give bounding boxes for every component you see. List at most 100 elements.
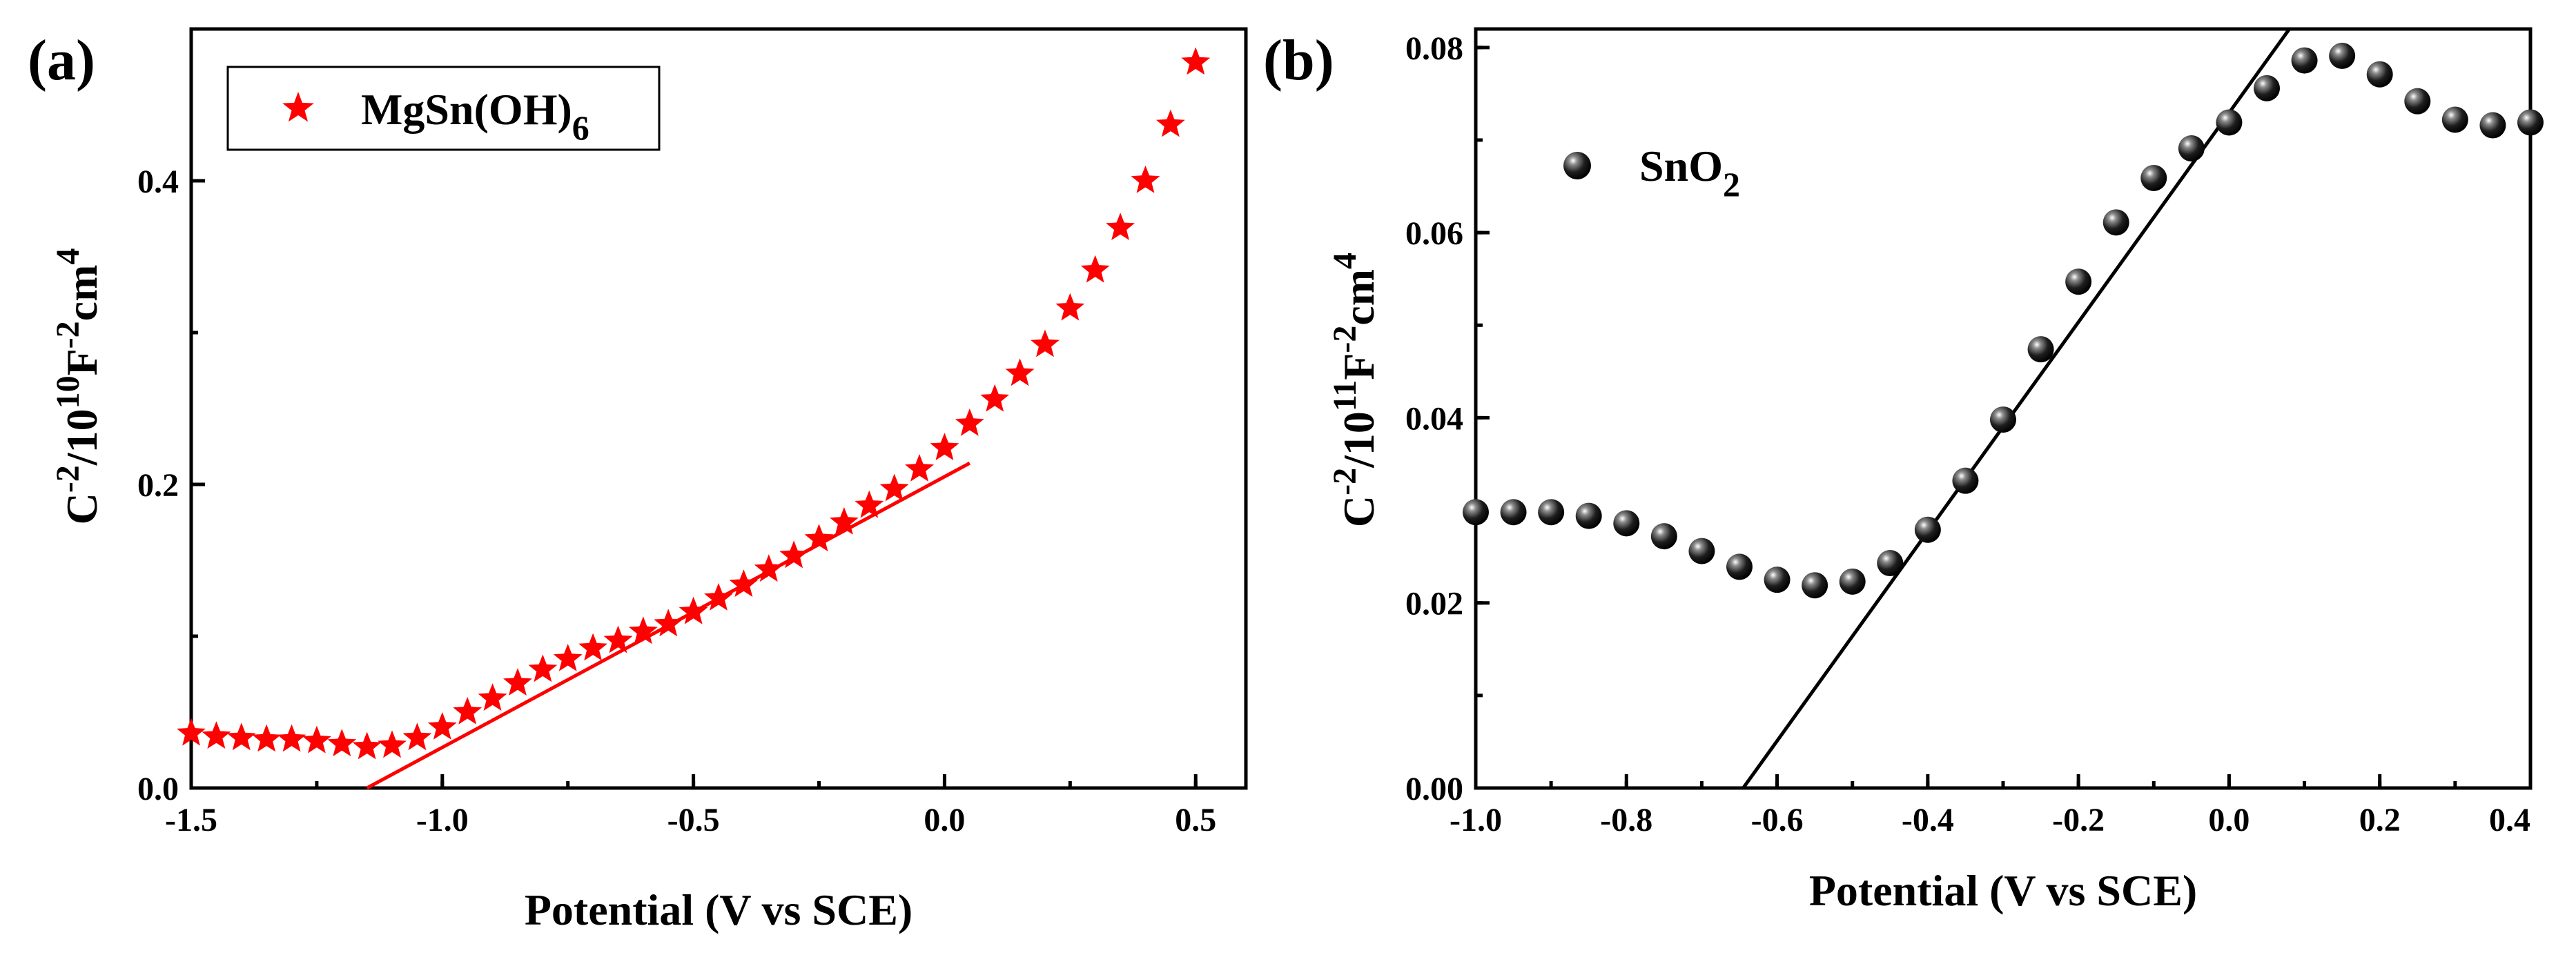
data-point: [427, 712, 457, 740]
data-point: [2102, 209, 2129, 236]
data-point: [1080, 255, 1110, 283]
chart-b-y-axis-label: C-2/1011F-2cm4: [1327, 253, 1383, 527]
data-point: [2517, 109, 2544, 136]
panel-a-label: (a): [28, 28, 95, 92]
data-point: [1181, 47, 1211, 75]
data-point: [378, 730, 407, 758]
data-point: [2140, 164, 2167, 191]
data-point: [905, 454, 934, 482]
data-point: [578, 633, 607, 661]
chart-b: (b) -1.0 -0.8 -0.6 -0.4 -0.2 0.0 0.2 0.4 0.000.…: [1263, 27, 2544, 915]
y-tick-label: 0.0: [137, 771, 179, 807]
data-point: [1155, 109, 1185, 137]
chart-b-fit-line: [1741, 28, 2291, 789]
data-point: [1990, 406, 2016, 433]
data-point: [1613, 510, 1640, 537]
y-tick-label: 0.02: [1405, 586, 1463, 622]
data-point: [252, 724, 282, 752]
data-point: [754, 554, 783, 582]
chart-a-ticks: [189, 27, 1198, 790]
x-tick-label: -0.2: [2052, 802, 2105, 838]
data-point: [830, 507, 859, 535]
data-point: [2404, 88, 2431, 115]
data-point: [1688, 538, 1715, 564]
data-point: [478, 683, 507, 711]
data-point: [1500, 499, 1527, 526]
data-point: [1575, 502, 1602, 529]
x-tick-label: -1.0: [1450, 802, 1502, 838]
data-point: [879, 473, 909, 502]
chart-a-y-tick-labels: 0.0 0.2 0.4: [137, 164, 179, 807]
x-tick-label: -1.5: [165, 802, 217, 838]
chart-a-data-points: [177, 47, 1211, 760]
x-tick-label: -0.8: [1600, 802, 1652, 838]
y-tick-label: 0.4: [137, 164, 179, 200]
y-tick-label: 0.2: [137, 467, 179, 504]
chart-a-legend: MgSn(OH)6: [226, 66, 661, 151]
data-point: [528, 654, 558, 682]
chart-b-legend-label: SnO2: [1639, 141, 1740, 204]
data-point: [1463, 499, 1489, 526]
data-point: [603, 625, 633, 653]
chart-b-legend-sphere-icon: [1563, 152, 1591, 179]
data-point: [704, 583, 733, 611]
data-point: [277, 724, 306, 752]
chart-a-legend-star-icon: [282, 92, 314, 122]
chart-b-data-points: [1463, 42, 2544, 599]
chart-b-x-axis-label: Potential (V vs SCE): [1809, 866, 2197, 915]
chart-b-ticks: [1474, 46, 2533, 790]
panel-b-label: (b): [1263, 28, 1334, 92]
data-point: [1914, 516, 1941, 543]
data-point: [1764, 567, 1790, 593]
y-tick-label: 0.06: [1405, 215, 1463, 252]
data-point: [855, 490, 884, 518]
data-point: [1952, 467, 1979, 494]
data-point: [2216, 109, 2243, 136]
x-tick-label: -0.6: [1751, 802, 1804, 838]
chart-a-x-axis-label: Potential (V vs SCE): [525, 885, 913, 934]
data-point: [2178, 135, 2205, 162]
y-tick-label: 0.00: [1405, 771, 1463, 807]
x-tick-label: 0.2: [2359, 802, 2401, 838]
chart-b-legend: SnO2: [1563, 141, 1740, 204]
data-point: [1031, 329, 1060, 357]
data-point: [202, 721, 231, 749]
chart-a: (a) -1.5 -1.0 -0.5 0.0 0.5 0.0 0.2 0.4 MgSn(OH…: [28, 27, 1248, 934]
data-point: [1839, 568, 1866, 595]
data-point: [503, 668, 532, 696]
data-point: [654, 609, 683, 637]
data-point: [779, 540, 809, 569]
data-point: [2329, 42, 2356, 69]
data-point: [2479, 112, 2506, 139]
data-point: [2254, 75, 2280, 101]
chart-a-plot-frame: [189, 27, 1248, 790]
data-point: [930, 433, 959, 460]
data-point: [1106, 213, 1135, 240]
chart-b-y-tick-labels: 0.00 0.02 0.04 0.06 0.08: [1405, 30, 1463, 807]
data-point: [352, 731, 382, 760]
y-tick-label: 0.08: [1405, 30, 1463, 67]
data-point: [2441, 106, 2468, 133]
x-tick-label: -0.5: [667, 802, 720, 838]
x-tick-label: 0.5: [1175, 802, 1216, 838]
chart-a-x-tick-labels: -1.5 -1.0 -0.5 0.0 0.5: [165, 802, 1216, 838]
data-point: [628, 616, 658, 644]
data-point: [2291, 47, 2318, 74]
y-tick-label: 0.04: [1405, 400, 1463, 437]
data-point: [679, 596, 708, 624]
x-tick-label: 0.0: [2208, 802, 2250, 838]
data-point: [177, 718, 206, 746]
data-point: [1802, 572, 1828, 599]
data-point: [1726, 553, 1753, 580]
data-point: [453, 697, 482, 725]
data-point: [729, 569, 759, 597]
chart-b-x-tick-labels: -1.0 -0.8 -0.6 -0.4 -0.2 0.0 0.2 0.4: [1450, 802, 2530, 838]
data-point: [1005, 358, 1035, 386]
data-point: [955, 408, 984, 436]
data-point: [2027, 336, 2054, 363]
chart-a-legend-label: MgSn(OH)6: [361, 85, 589, 147]
x-tick-label: 0.0: [924, 802, 965, 838]
data-point: [1650, 523, 1677, 550]
data-point: [327, 729, 357, 756]
